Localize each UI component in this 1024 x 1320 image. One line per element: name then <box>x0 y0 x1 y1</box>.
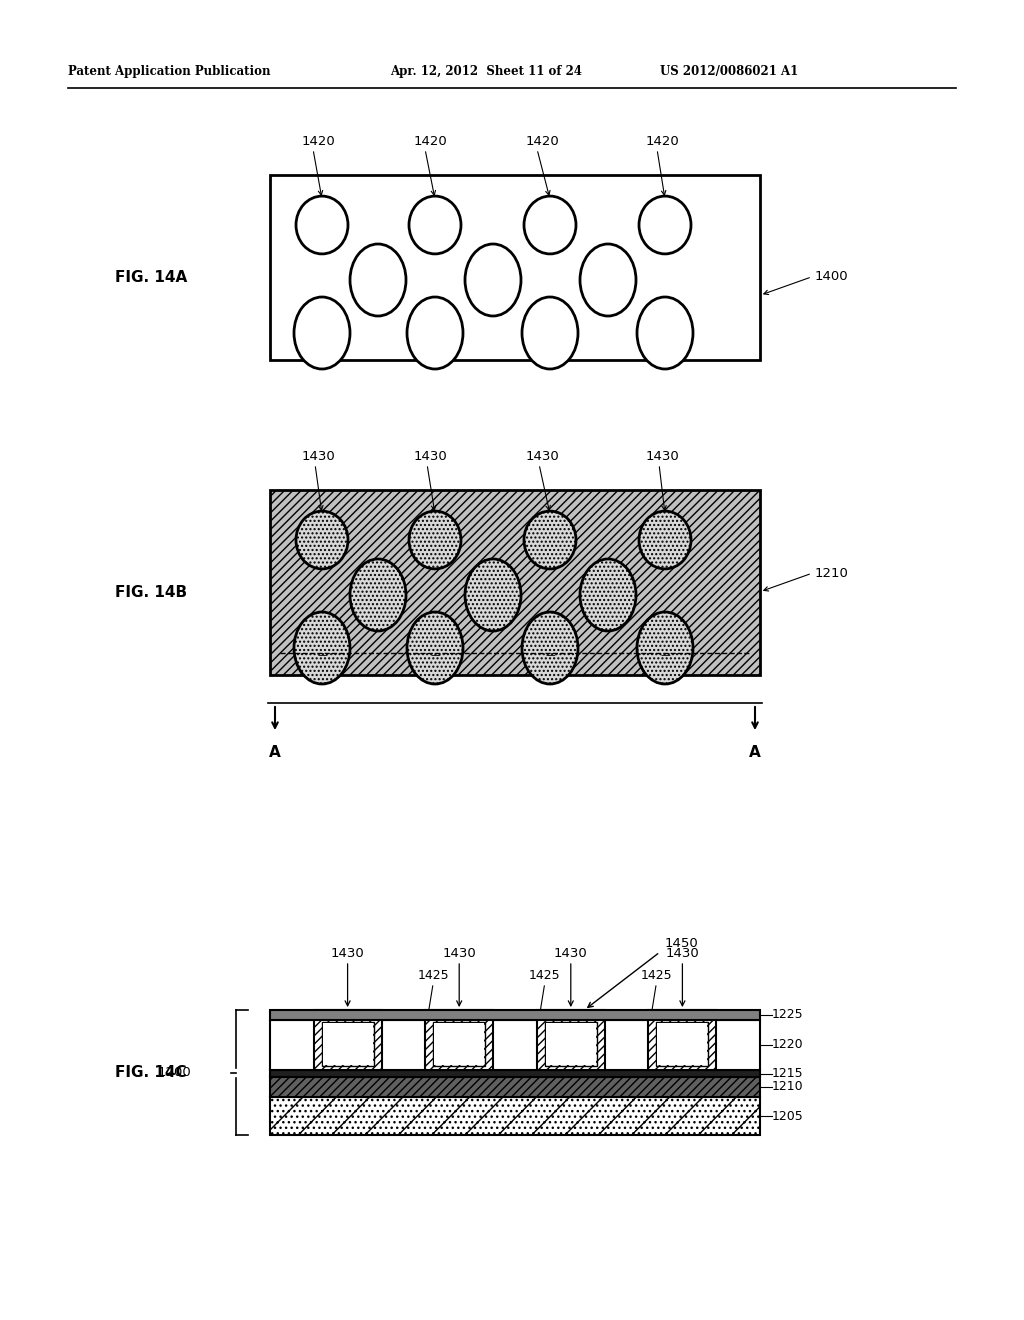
Ellipse shape <box>637 297 693 370</box>
Ellipse shape <box>637 612 693 684</box>
Text: 1430: 1430 <box>554 946 588 960</box>
Ellipse shape <box>350 244 406 315</box>
Ellipse shape <box>350 558 406 631</box>
Text: A: A <box>750 744 761 760</box>
Bar <box>270 1077 760 1097</box>
Text: 1425: 1425 <box>529 969 560 982</box>
Text: US 2012/0086021 A1: US 2012/0086021 A1 <box>660 66 799 78</box>
Text: 1420: 1420 <box>668 1041 697 1053</box>
Text: 1430: 1430 <box>301 450 335 463</box>
Ellipse shape <box>580 558 636 631</box>
Text: 1430: 1430 <box>666 946 699 960</box>
Bar <box>323 1023 373 1065</box>
Ellipse shape <box>294 297 350 370</box>
Bar <box>270 1071 760 1077</box>
Ellipse shape <box>465 558 521 631</box>
Text: 1420: 1420 <box>645 135 679 148</box>
Bar <box>537 1010 605 1071</box>
Bar <box>433 1022 485 1067</box>
Bar <box>545 1022 597 1067</box>
Ellipse shape <box>409 197 461 253</box>
Ellipse shape <box>296 511 348 569</box>
Text: 1430: 1430 <box>331 946 365 960</box>
Text: 1220: 1220 <box>772 1039 804 1052</box>
Ellipse shape <box>639 511 691 569</box>
Text: 1200: 1200 <box>158 1067 191 1078</box>
Text: Patent Application Publication: Patent Application Publication <box>68 66 270 78</box>
Text: FIG. 14C: FIG. 14C <box>115 1065 186 1080</box>
Text: 1400: 1400 <box>815 271 849 284</box>
Bar <box>270 1097 760 1135</box>
Text: 1215: 1215 <box>772 1067 804 1080</box>
Text: 1210: 1210 <box>815 566 849 579</box>
Text: —: — <box>545 649 555 660</box>
Bar <box>648 1010 717 1071</box>
Ellipse shape <box>465 244 521 315</box>
Text: 1210: 1210 <box>772 1081 804 1093</box>
Bar <box>322 1022 374 1067</box>
Text: A: A <box>269 744 281 760</box>
Ellipse shape <box>407 297 463 370</box>
Ellipse shape <box>524 197 575 253</box>
Ellipse shape <box>407 612 463 684</box>
Text: 1430: 1430 <box>413 450 446 463</box>
Bar <box>270 490 760 675</box>
Text: 1425: 1425 <box>641 969 672 982</box>
Bar <box>434 1023 484 1065</box>
Ellipse shape <box>522 612 578 684</box>
Bar <box>546 1023 596 1065</box>
Text: 1205: 1205 <box>772 1110 804 1122</box>
Text: 1420: 1420 <box>556 1041 586 1053</box>
Ellipse shape <box>409 511 461 569</box>
Ellipse shape <box>296 197 348 253</box>
Text: 1430: 1430 <box>525 450 559 463</box>
Bar <box>270 176 760 360</box>
Text: 1225: 1225 <box>772 1008 804 1022</box>
Text: 1420: 1420 <box>525 135 559 148</box>
Ellipse shape <box>524 511 575 569</box>
Text: —: — <box>430 649 440 660</box>
Bar <box>270 1010 760 1020</box>
Ellipse shape <box>639 197 691 253</box>
Bar <box>657 1023 708 1065</box>
Bar <box>270 1097 760 1135</box>
Bar <box>313 1010 382 1071</box>
Ellipse shape <box>294 612 350 684</box>
Text: 1450: 1450 <box>665 937 698 950</box>
Text: FIG. 14A: FIG. 14A <box>115 271 187 285</box>
Text: 1430: 1430 <box>442 946 476 960</box>
Text: —: — <box>317 649 327 660</box>
Bar <box>270 1020 760 1071</box>
Ellipse shape <box>580 244 636 315</box>
Text: FIG. 14B: FIG. 14B <box>115 585 187 601</box>
Ellipse shape <box>522 297 578 370</box>
Bar <box>656 1022 709 1067</box>
Text: 1420: 1420 <box>413 135 446 148</box>
Text: 1425: 1425 <box>418 969 449 982</box>
Bar <box>425 1010 494 1071</box>
Text: 1420: 1420 <box>444 1041 474 1053</box>
Text: 1420: 1420 <box>301 135 335 148</box>
Text: Apr. 12, 2012  Sheet 11 of 24: Apr. 12, 2012 Sheet 11 of 24 <box>390 66 582 78</box>
Text: 1430: 1430 <box>645 450 679 463</box>
Text: —: — <box>660 649 670 660</box>
